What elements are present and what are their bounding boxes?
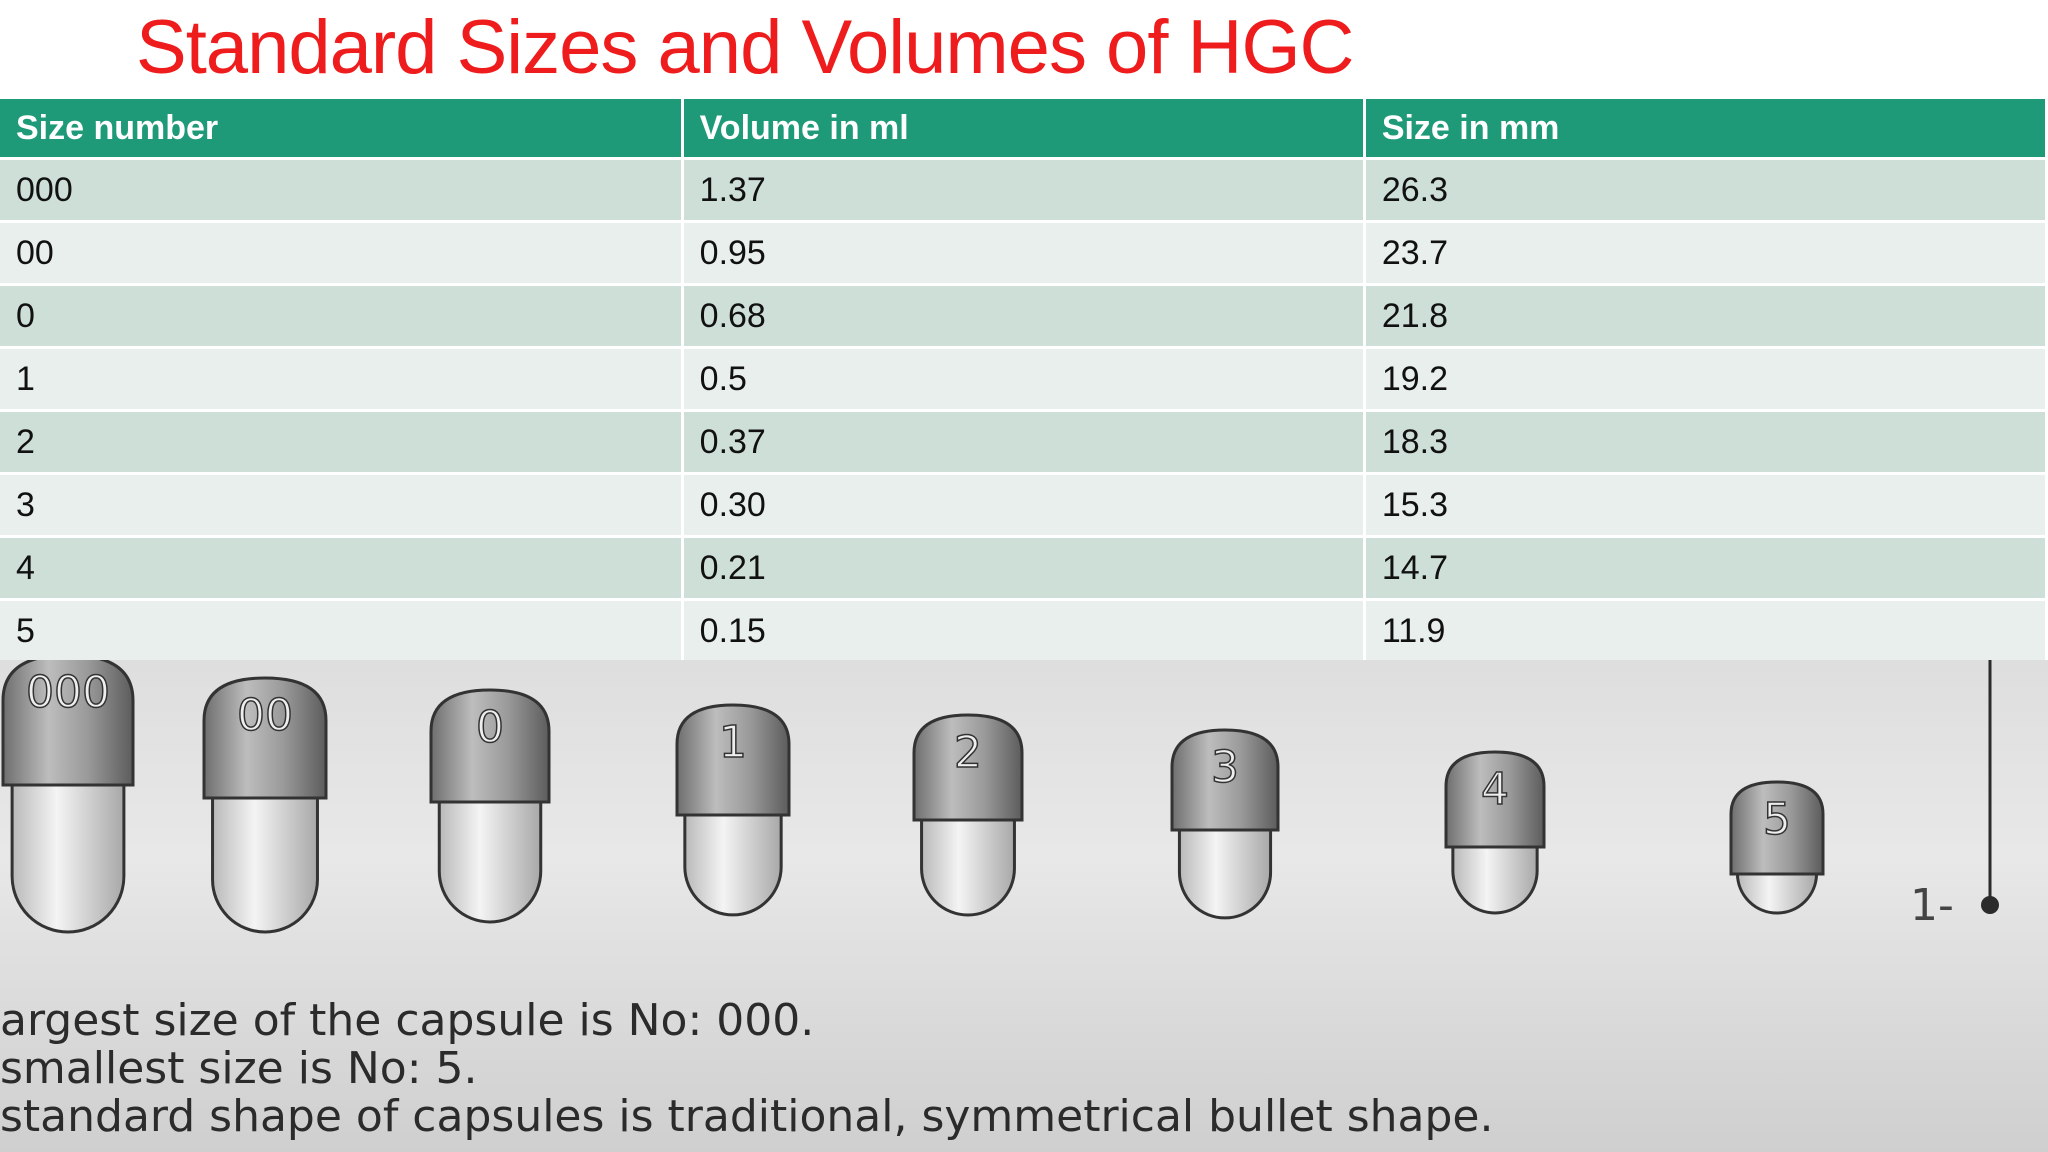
table-row: 0 0.68 21.8 bbox=[0, 284, 2048, 349]
cell-size-number: 2 bbox=[0, 410, 684, 475]
capsule-size-2: 00 bbox=[202, 676, 328, 934]
cell-size-mm: 26.3 bbox=[1364, 158, 2048, 223]
scale-label: 1- bbox=[1910, 880, 1954, 931]
cell-size-mm: 19.2 bbox=[1364, 347, 2048, 412]
capsule-label: 000 bbox=[26, 667, 110, 718]
cell-size-mm: 23.7 bbox=[1364, 221, 2048, 286]
capsule-label: 0 bbox=[476, 702, 504, 753]
caption-line-smallest: smallest size is No: 5. bbox=[0, 1043, 478, 1094]
cell-size-number: 00 bbox=[0, 221, 684, 286]
capsule-label: 4 bbox=[1481, 764, 1509, 815]
table-row: 4 0.21 14.7 bbox=[0, 536, 2048, 601]
page-title: Standard Sizes and Volumes of HGC bbox=[136, 5, 1354, 90]
capsule-size-6: 3 bbox=[1170, 728, 1280, 920]
cell-size-number: 000 bbox=[0, 158, 684, 223]
capsule-size-table: Size number Volume in ml Size in mm 000 … bbox=[0, 99, 2048, 664]
capsule-label: 1 bbox=[719, 717, 747, 768]
cell-size-number: 4 bbox=[0, 536, 684, 601]
cell-size-mm: 18.3 bbox=[1364, 410, 2048, 475]
cell-volume: 0.95 bbox=[682, 221, 1366, 286]
capsule-size-photo: 000 00 0 1 2 3 4 5 1- argest size of the capsul… bbox=[0, 660, 2048, 1152]
capsule-illustration: 000 00 0 1 2 3 45 1- bbox=[1, 660, 1999, 934]
table-row: 1 0.5 19.2 bbox=[0, 347, 2048, 412]
capsule-label: 5 bbox=[1763, 794, 1791, 845]
capsule-size-8: 5 bbox=[1729, 780, 1825, 915]
cell-size-mm: 11.9 bbox=[1364, 599, 2048, 664]
table-row: 000 1.37 26.3 bbox=[0, 158, 2048, 223]
cell-size-number: 1 bbox=[0, 347, 684, 412]
header-volume: Volume in ml bbox=[682, 99, 1366, 160]
capsule-size-4: 1 bbox=[675, 703, 791, 917]
cell-volume: 0.15 bbox=[682, 599, 1366, 664]
cell-volume: 1.37 bbox=[682, 158, 1366, 223]
cell-size-mm: 14.7 bbox=[1364, 536, 2048, 601]
scale-dot bbox=[1981, 896, 1999, 914]
table-row: 00 0.95 23.7 bbox=[0, 221, 2048, 286]
caption-line-shape: standard shape of capsules is traditiona… bbox=[0, 1091, 1494, 1142]
capsule-label: 3 bbox=[1211, 742, 1239, 793]
cell-volume: 0.37 bbox=[682, 410, 1366, 475]
header-size-number: Size number bbox=[0, 99, 684, 160]
capsule-size-5: 2 bbox=[912, 713, 1024, 917]
capsule-size-7: 4 bbox=[1444, 750, 1546, 915]
cell-volume: 0.68 bbox=[682, 284, 1366, 349]
capsule-size-3: 0 bbox=[429, 688, 551, 924]
table-row: 2 0.37 18.3 bbox=[0, 410, 2048, 475]
table-header-row: Size number Volume in ml Size in mm bbox=[0, 99, 2048, 160]
capsule-size-1: 000 bbox=[1, 660, 135, 934]
caption-line-largest: argest size of the capsule is No: 000. bbox=[0, 995, 815, 1046]
header-size-mm: Size in mm bbox=[1364, 99, 2048, 160]
cell-size-number: 3 bbox=[0, 473, 684, 538]
cell-volume: 0.21 bbox=[682, 536, 1366, 601]
cell-volume: 0.5 bbox=[682, 347, 1366, 412]
cell-volume: 0.30 bbox=[682, 473, 1366, 538]
cell-size-mm: 15.3 bbox=[1364, 473, 2048, 538]
cell-size-mm: 21.8 bbox=[1364, 284, 2048, 349]
table-row: 3 0.30 15.3 bbox=[0, 473, 2048, 538]
capsule-label: 2 bbox=[954, 727, 982, 778]
table-row: 5 0.15 11.9 bbox=[0, 599, 2048, 664]
capsule-label: 00 bbox=[237, 690, 293, 741]
cell-size-number: 5 bbox=[0, 599, 684, 664]
cell-size-number: 0 bbox=[0, 284, 684, 349]
